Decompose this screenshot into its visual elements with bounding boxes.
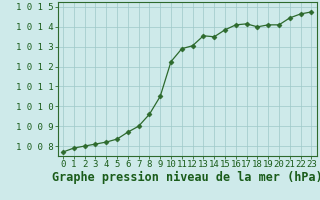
X-axis label: Graphe pression niveau de la mer (hPa): Graphe pression niveau de la mer (hPa) (52, 171, 320, 184)
